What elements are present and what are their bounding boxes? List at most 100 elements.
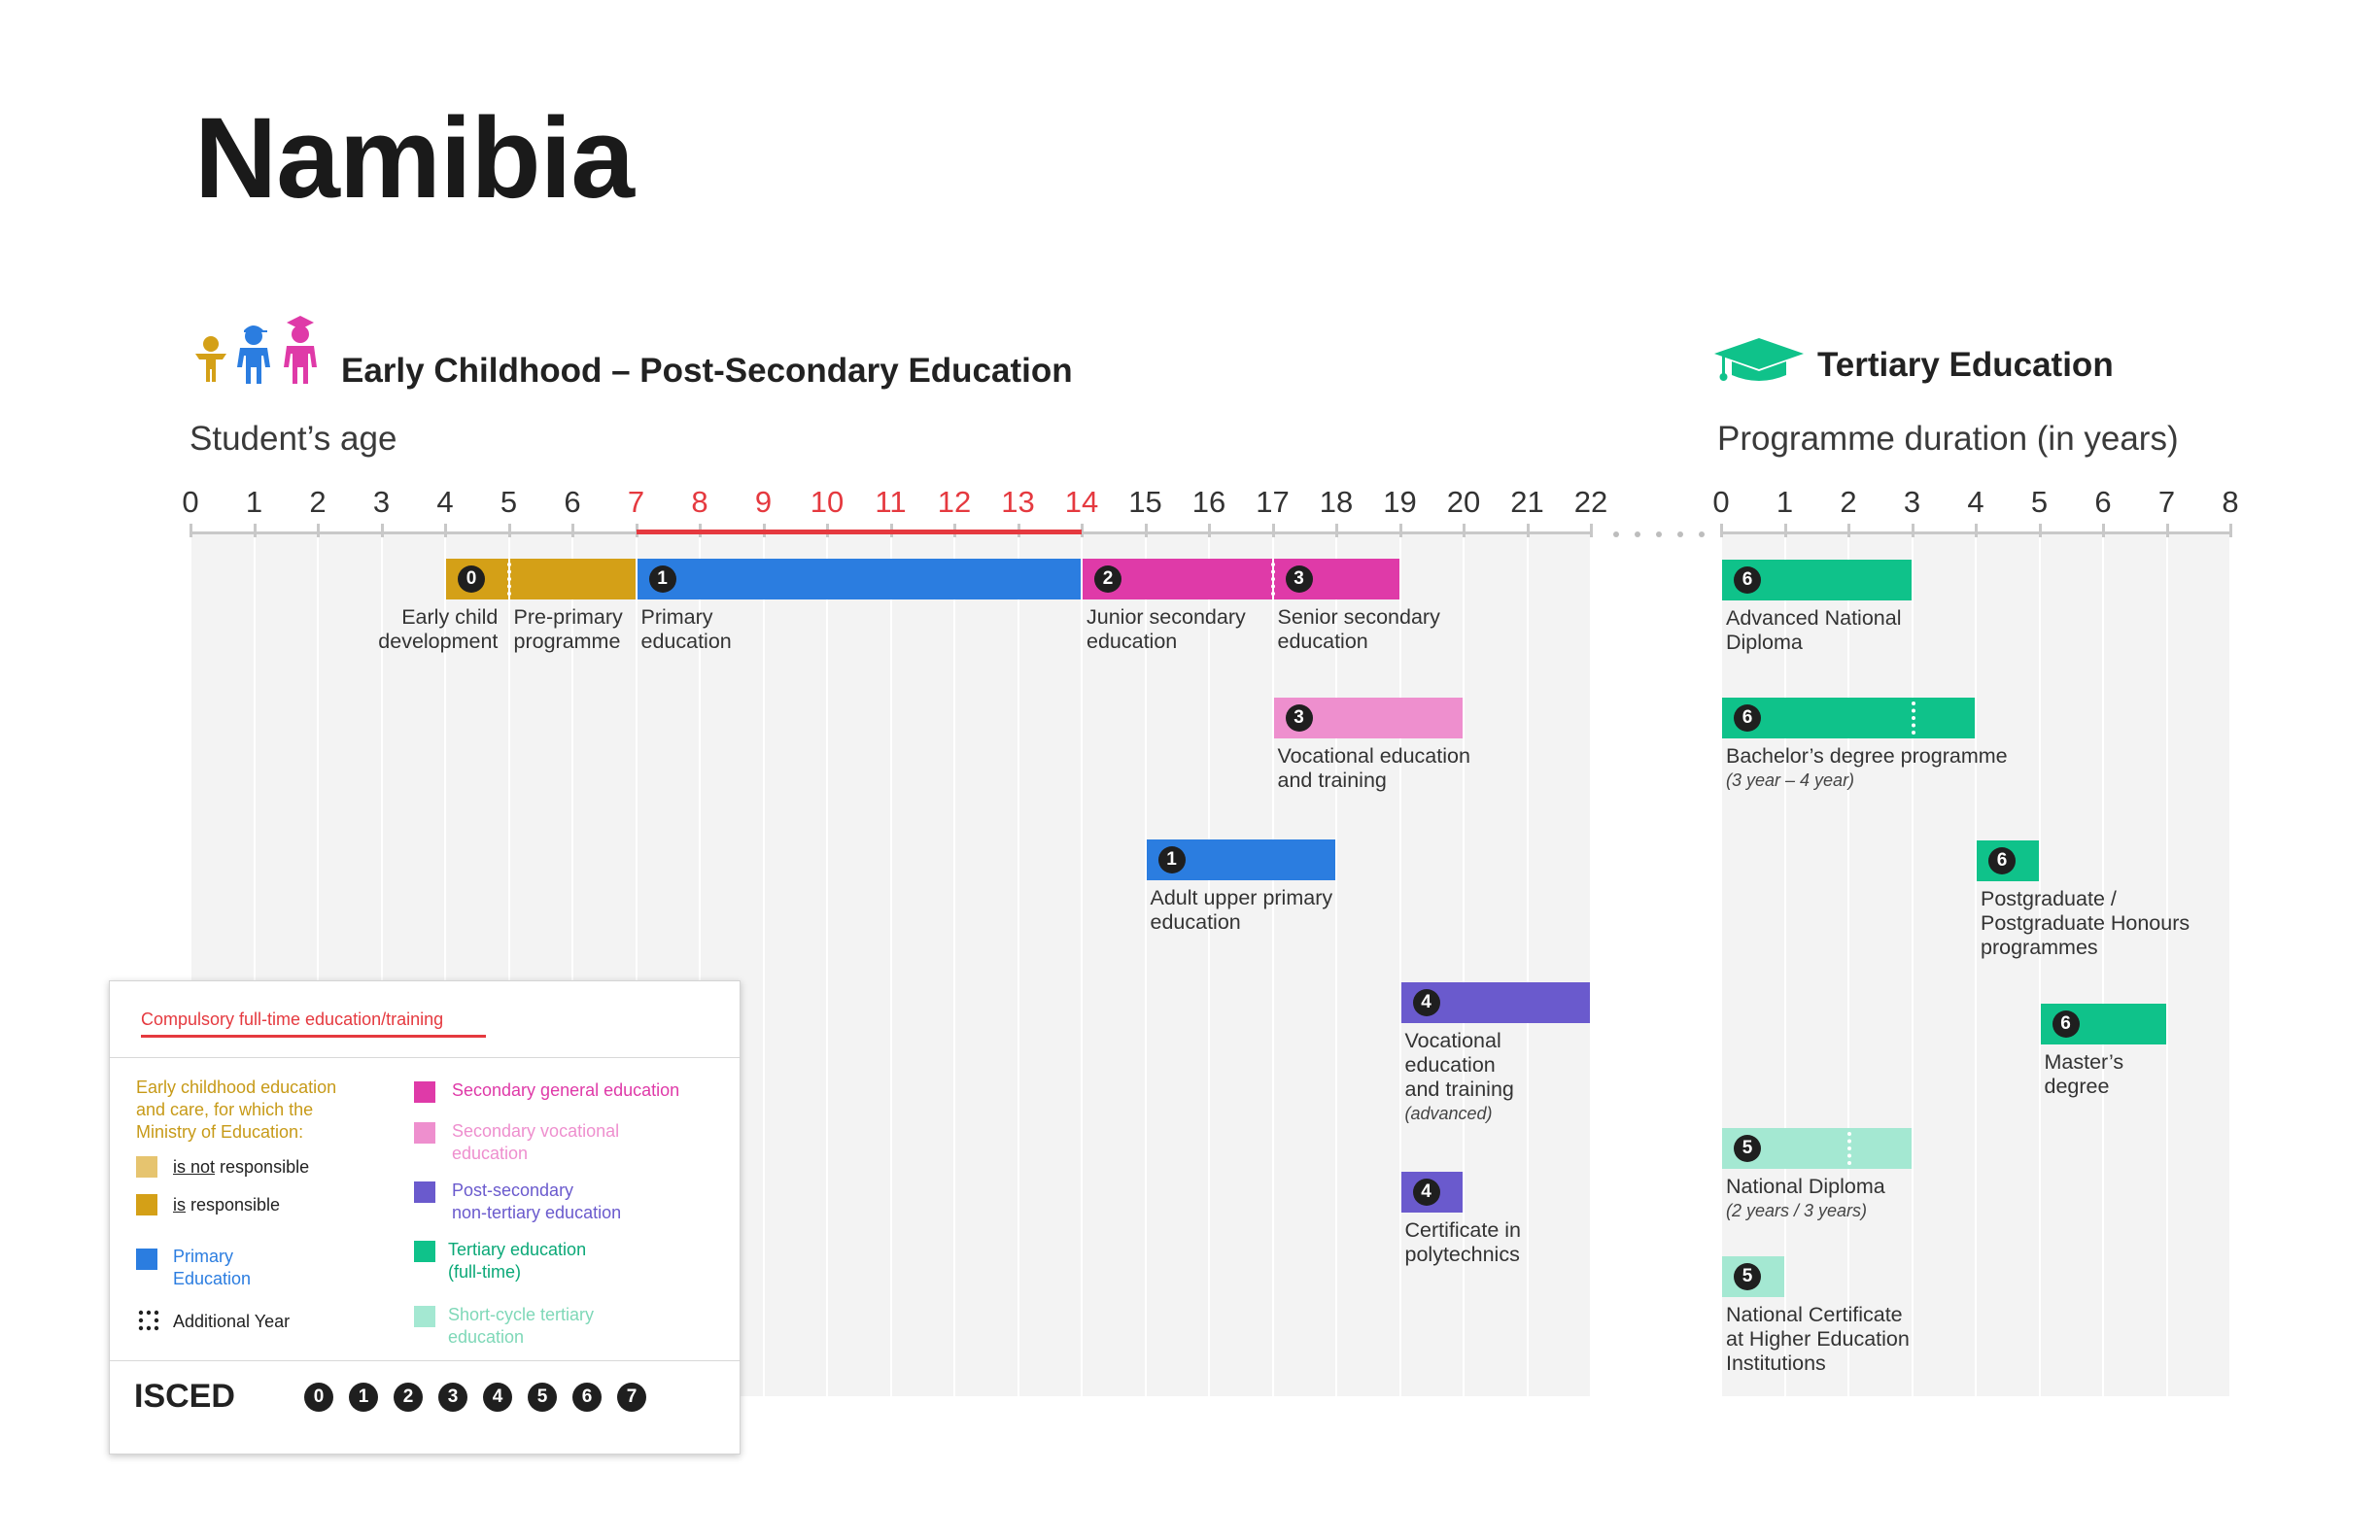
bar-label-natdip: National Diploma (2 years / 3 years) [1726,1175,1885,1223]
duration-grid-band [1722,533,1784,1396]
bar-label-line: Postgraduate Honours [1981,911,2190,935]
age-tick-mark [380,524,384,537]
duration-tick-mark [2102,524,2105,537]
age-tick-label: 1 [245,485,263,519]
children-icon [195,316,317,384]
bar-label-line: Senior secondary [1277,605,1440,629]
legend: Compulsory full-time education/training … [109,980,741,1454]
duration-tick-mark [1720,524,1723,537]
age-grid-band [1273,533,1335,1396]
isced-badge: 5 [1734,1263,1761,1290]
bar-label-line: Early child [401,605,499,629]
duration-tick-label: 4 [1967,485,1984,519]
age-tick-label: 20 [1446,485,1481,519]
duration-tick-label: 5 [2030,485,2049,519]
isced-level-badge: 0 [304,1383,333,1412]
age-tick-mark [1398,524,1402,537]
age-tick-mark [1463,524,1466,537]
axis-break-dot [1656,531,1662,537]
bar-label-natcert: National Certificate at Higher Education I… [1726,1303,1910,1376]
duration-grid-band [2104,533,2166,1396]
bar-label-line: Adult upper primary [1150,886,1333,909]
age-tick-label: 5 [500,485,518,519]
duration-grid-band [1913,533,1975,1396]
age-tick-label: 13 [1001,485,1035,519]
age-grid-band [1083,533,1145,1396]
bar-label-bach: Bachelor’s degree programme (3 year – 4 y… [1726,744,2008,793]
duration-tick-label: 1 [1776,485,1794,519]
legend-ecce-title: Early childhood education and care, for … [136,1078,337,1142]
bar-label-line: education [1150,910,1241,934]
duration-tick-mark [1783,524,1787,537]
isced-badge: 4 [1412,1179,1440,1206]
bar-senior: 3 [1273,559,1399,599]
isced-level-badge: 6 [572,1383,602,1412]
legend-swatch-not-responsible [136,1156,157,1178]
bar-label-line: National Certificate [1726,1303,1903,1326]
bar-pg: 6 [1977,840,2039,881]
duration-grid-band [1849,533,1912,1396]
isced-badge: 3 [1285,565,1313,593]
isced-badge: 3 [1285,704,1313,732]
isced-badge: 1 [648,565,676,593]
bar-label-line: Advanced National [1726,606,1902,630]
bar-label-voc: Vocational education and training [1278,744,1470,793]
bar-label-line: Certificate in [1404,1218,1522,1242]
age-tick-mark [1144,524,1148,537]
age-tick-mark [507,524,511,537]
additional-year-dots-icon [138,1310,159,1331]
age-grid-band [828,533,890,1396]
bar-label-line: education [1404,1053,1496,1077]
bar-label-line: Vocational [1404,1029,1501,1052]
duration-tick-mark [2038,524,2042,537]
age-tick-label: 19 [1383,485,1417,519]
bar-boundary-dots [1270,563,1275,596]
isced-badge: 2 [1094,565,1121,593]
legend-swatch-tertiary [414,1241,435,1262]
legend-compulsory-label: Compulsory full-time education/training [141,1010,444,1029]
isced-level-badge: 7 [617,1383,646,1412]
duration-tick-label: 3 [1903,485,1921,519]
isced-level-badge: 2 [394,1383,423,1412]
age-grid-band [891,533,953,1396]
age-tick-mark [317,524,320,537]
legend-short-cycle: Short-cycle tertiary education [448,1305,595,1347]
age-grid-band [1528,533,1590,1396]
age-tick-mark [571,524,574,537]
legend-swatch-sec-general [414,1081,435,1103]
legend-swatch-responsible [136,1194,157,1215]
bar-vocadv: 4 [1400,982,1590,1023]
age-tick-label: 18 [1319,485,1354,519]
duration-grid-band [1785,533,1847,1396]
bar-label-adult: Adult upper primary education [1151,886,1333,935]
isced-level-badge: 5 [528,1383,557,1412]
bar-ecd: 0 [446,559,508,599]
bar-label-vocadv: Vocational education and training (advanced… [1405,1029,1514,1126]
bar-label-line: Diploma [1726,631,1803,654]
age-tick-label: 21 [1510,485,1544,519]
isced-level-badge: 1 [349,1383,378,1412]
bar-label-senior: Senior secondary education [1278,605,1440,654]
bar-label-line: degree [2044,1075,2110,1098]
bar-primary: 1 [637,559,1081,599]
duration-grid-band [2167,533,2229,1396]
age-tick-mark [1526,524,1530,537]
legend-post-secondary: Post-secondary non-tertiary education [452,1181,622,1222]
age-grid-band [1400,533,1463,1396]
legend-tertiary: Tertiary education (full-time) [448,1240,587,1282]
age-tick-label: 15 [1128,485,1162,519]
isced-badge: 5 [1734,1135,1761,1162]
isced-badge: 4 [1412,989,1440,1016]
section-tertiary-title: Tertiary Education [1817,346,2114,384]
bar-boundary-dots [506,563,511,596]
duration-tick-label: 0 [1712,485,1730,519]
left-axis-title: Student’s age [190,420,397,458]
age-tick-label: 6 [564,485,581,519]
bar-label-line: and training [1404,1078,1514,1101]
additional-year-marker [1911,702,1915,735]
legend-divider [110,1057,740,1058]
duration-tick-mark [1911,524,1914,537]
bar-label-line: programme [513,630,621,653]
legend-responsible: is responsible [173,1195,281,1215]
isced-badge: 6 [2052,1010,2080,1038]
